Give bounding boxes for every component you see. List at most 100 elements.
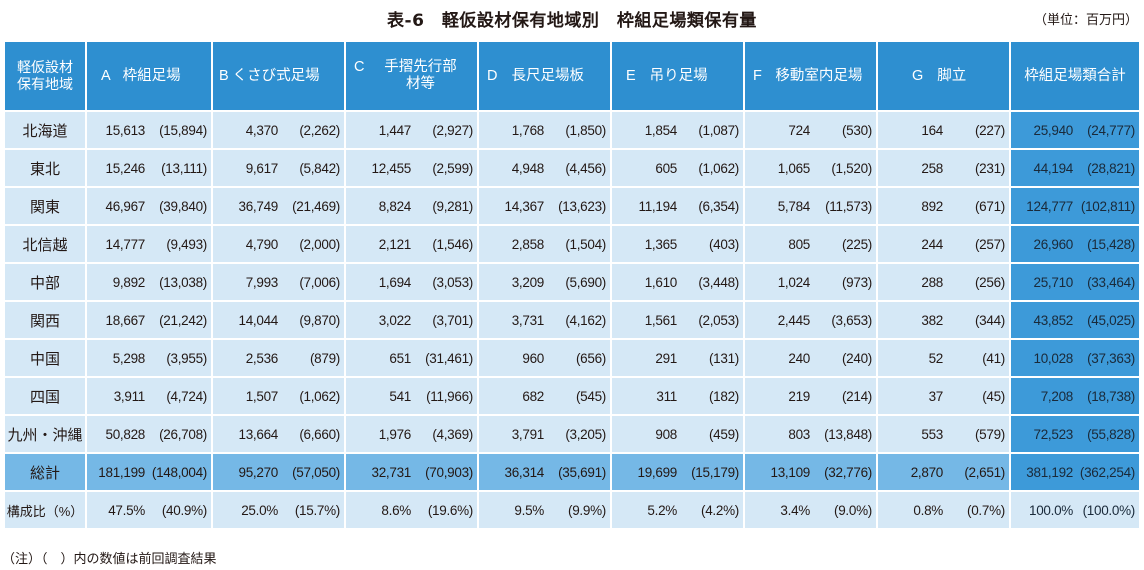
header-col-a: A 枠組足場 — [87, 42, 211, 110]
region-label: 東北 — [5, 150, 85, 186]
unit-label: （単位：百万円） — [1033, 13, 1138, 28]
current-value: 19,699 — [637, 464, 678, 480]
value-cell: 1,694 (3,053) — [346, 264, 477, 300]
header-region-line1: 軽仮設材 — [17, 59, 73, 75]
previous-value: (5,690) — [565, 274, 606, 290]
value-cell: 288 (256) — [878, 264, 1009, 300]
previous-value: (182) — [708, 388, 739, 404]
table-row: 北信越 14,777 (9,493) 4,790 (2,000) 2,121 (1,546)… — [5, 226, 1139, 262]
value-cell: 13,109 (32,776) — [745, 454, 876, 490]
header-col-b-name: くさび式足場 — [232, 67, 320, 84]
header-col-e: E 吊り足場 — [612, 42, 743, 110]
previous-value: (0.7%) — [967, 502, 1005, 518]
current-value: 13,664 — [238, 426, 279, 442]
current-value: 15,246 — [105, 160, 146, 176]
value-cell: 291 (131) — [612, 340, 743, 376]
value-cell: 15,246 (13,111) — [87, 150, 211, 186]
total-cell: 124,777 (102,811) — [1011, 188, 1139, 224]
value-cell: 5,784 (11,573) — [745, 188, 876, 224]
header-row: 軽仮設材 保有地域 A 枠組足場 B くさび式足場 C 手摺先行部材等 D 長尺足場板 … — [5, 42, 1139, 110]
header-col-a-name: 枠組足場 — [122, 67, 181, 84]
value-cell: 164 (227) — [878, 112, 1009, 148]
value-cell: 14,367 (13,623) — [479, 188, 610, 224]
composition-ratio-row: 構成比（%） 47.5% (40.9%) 25.0% (15.7%) 8.6% (19.6%… — [5, 492, 1139, 528]
current-value: 11,194 — [638, 198, 678, 214]
previous-value: (15.7%) — [294, 502, 340, 518]
current-value: 26,960 — [1033, 236, 1074, 252]
current-value: 240 — [788, 350, 810, 366]
current-value: 1,024 — [777, 274, 811, 290]
header-col-f-name: 移動室内足場 — [775, 67, 863, 84]
previous-value: (227) — [974, 122, 1005, 138]
header-total: 枠組足場類合計 — [1011, 42, 1139, 110]
current-value: 219 — [788, 388, 810, 404]
previous-value: (40.9%) — [161, 502, 207, 518]
value-cell: 1,507 (1,062) — [213, 378, 344, 414]
value-cell: 36,749 (21,469) — [213, 188, 344, 224]
current-value: 44,194 — [1033, 160, 1074, 176]
value-cell: 960 (656) — [479, 340, 610, 376]
value-cell: 3,791 (3,205) — [479, 416, 610, 452]
previous-value: (579) — [974, 426, 1005, 442]
current-value: 605 — [655, 160, 677, 176]
current-value: 9,892 — [112, 274, 146, 290]
current-value: 1,365 — [644, 236, 678, 252]
value-cell: 52 (41) — [878, 340, 1009, 376]
previous-value: (403) — [708, 236, 739, 252]
value-cell: 3,731 (4,162) — [479, 302, 610, 338]
previous-value: (3,955) — [166, 350, 207, 366]
previous-value: (214) — [841, 388, 872, 404]
current-value: 15,613 — [105, 122, 146, 138]
total-cell: 72,523 (55,828) — [1011, 416, 1139, 452]
region-label: 構成比（%） — [5, 492, 85, 528]
current-value: 4,948 — [511, 160, 545, 176]
current-value: 13,109 — [770, 464, 811, 480]
current-value: 5.2% — [647, 502, 677, 518]
previous-value: (11,966) — [426, 388, 473, 404]
current-value: 5,298 — [112, 350, 146, 366]
previous-value: (3,701) — [432, 312, 473, 328]
value-cell: 1,610 (3,448) — [612, 264, 743, 300]
header-col-a-letter: A — [101, 67, 111, 84]
header-col-e-letter: E — [626, 67, 636, 84]
previous-value: (344) — [974, 312, 1005, 328]
previous-value: (70,903) — [425, 464, 473, 480]
value-cell: 2,445 (3,653) — [745, 302, 876, 338]
current-value: 4,370 — [245, 122, 279, 138]
previous-value: (362,254) — [1079, 464, 1135, 480]
total-cell: 43,852 (45,025) — [1011, 302, 1139, 338]
current-value: 291 — [655, 350, 677, 366]
current-value: 288 — [921, 274, 943, 290]
current-value: 382 — [921, 312, 943, 328]
current-value: 25.0% — [241, 502, 278, 518]
value-cell: 682 (545) — [479, 378, 610, 414]
current-value: 50,828 — [105, 426, 146, 442]
previous-value: (9,493) — [166, 236, 207, 252]
current-value: 805 — [788, 236, 810, 252]
value-cell: 47.5% (40.9%) — [87, 492, 211, 528]
region-label: 九州・沖縄 — [5, 416, 85, 452]
previous-value: (45,025) — [1087, 312, 1135, 328]
header-total-label: 枠組足場類合計 — [1024, 67, 1126, 84]
current-value: 100.0% — [1029, 502, 1073, 518]
value-cell: 2,536 (879) — [213, 340, 344, 376]
table-row: 関東 46,967 (39,840) 36,749 (21,469) 8,824 (9,28… — [5, 188, 1139, 224]
region-label: 総計 — [5, 454, 85, 490]
header-col-d-name: 長尺足場板 — [511, 67, 584, 84]
value-cell: 8,824 (9,281) — [346, 188, 477, 224]
previous-value: (55,828) — [1087, 426, 1135, 442]
previous-value: (3,053) — [432, 274, 473, 290]
previous-value: (37,363) — [1087, 350, 1135, 366]
previous-value: (33,464) — [1087, 274, 1135, 290]
current-value: 803 — [788, 426, 810, 442]
value-cell: 4,948 (4,456) — [479, 150, 610, 186]
value-cell: 7,993 (7,006) — [213, 264, 344, 300]
previous-value: (231) — [974, 160, 1005, 176]
value-cell: 4,370 (2,262) — [213, 112, 344, 148]
previous-value: (13,038) — [159, 274, 207, 290]
current-value: 43,852 — [1033, 312, 1074, 328]
current-value: 52 — [928, 350, 944, 366]
value-cell: 9,617 (5,842) — [213, 150, 344, 186]
total-cell: 44,194 (28,821) — [1011, 150, 1139, 186]
current-value: 14,367 — [504, 198, 545, 214]
